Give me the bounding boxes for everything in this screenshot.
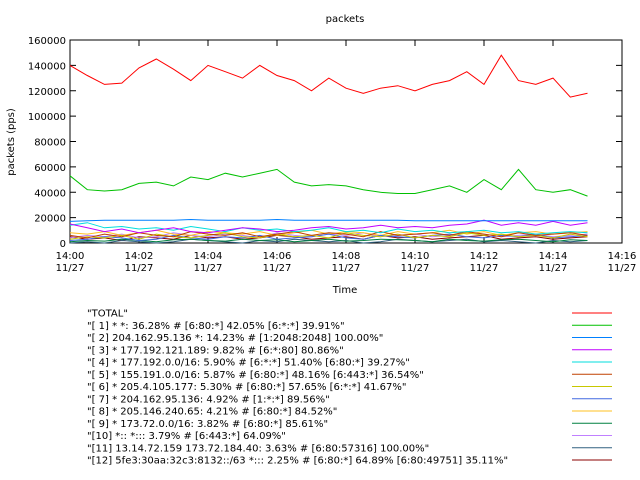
legend-label: "[ 2] 204.162.95.136 *: 14.23% # [1:2048…	[87, 333, 383, 344]
series-line	[69, 219, 588, 234]
x-tick-date: 11/27	[539, 263, 568, 274]
y-tick-label: 140000	[28, 61, 66, 72]
y-tick-label: 40000	[34, 188, 66, 199]
series-line	[69, 233, 588, 242]
series-line	[69, 238, 588, 243]
y-tick-label: 160000	[28, 36, 66, 47]
x-tick-label: 14:12	[470, 251, 499, 262]
series-line	[69, 218, 588, 222]
y-tick-label: 20000	[34, 214, 66, 225]
x-tick-label: 14:16	[608, 251, 637, 262]
legend-label: "[ 7] * 204.162.95.136: 4.92% # [1:*:*] …	[87, 394, 330, 405]
y-tick-label: 60000	[34, 163, 66, 174]
x-tick-label: 14:02	[125, 251, 154, 262]
series-line	[69, 54, 588, 98]
legend-label: "[ 9] * 173.72.0.0/16: 3.82% # [6:80:*] …	[87, 419, 328, 430]
legend-label: "[11] 13.14.72.159 173.72.184.40: 3.63% …	[87, 443, 429, 454]
y-tick-label: 120000	[28, 87, 66, 98]
x-tick-date: 11/27	[56, 263, 85, 274]
y-tick-label: 100000	[28, 112, 66, 123]
x-tick-date: 11/27	[194, 263, 223, 274]
x-tick-date: 11/27	[470, 263, 499, 274]
series-line	[69, 231, 588, 239]
x-tick-label: 14:00	[56, 251, 85, 262]
x-tick-date: 11/27	[263, 263, 292, 274]
chart-title: packets	[326, 14, 365, 25]
legend-label: "[ 4] * 177.192.0.0/16: 5.90% # [6:*:*] …	[87, 358, 410, 369]
series-line	[69, 222, 588, 235]
x-tick-label: 14:08	[332, 251, 361, 262]
legend-label: "[10] *:: *::: 3.79% # [6:443:*] 64.09%"	[87, 431, 286, 442]
legend-label: "[ 8] * 205.146.240.65: 4.21% # [6:80:*]…	[87, 407, 337, 418]
x-tick-label: 14:14	[539, 251, 568, 262]
series-line	[69, 168, 588, 197]
y-tick-label: 0	[60, 239, 66, 250]
series-line	[69, 238, 588, 244]
x-tick-label: 14:06	[263, 251, 292, 262]
y-axis-label: packets (pps)	[6, 108, 17, 176]
legend-label: "[ 3] * 177.192.121.189: 9.82% # [6:*:80…	[87, 345, 344, 356]
legend-label: "[ 5] * 155.191.0.0/16: 5.87% # [6:80:*]…	[87, 370, 424, 381]
x-tick-date: 11/27	[608, 263, 637, 274]
legend-label: "[ 1] * *: 36.28% # [6:80:*] 42.05% [6:*…	[87, 321, 345, 332]
x-tick-label: 14:10	[401, 251, 430, 262]
x-axis-label: Time	[332, 285, 357, 296]
y-tick-label: 80000	[34, 138, 66, 149]
series-line	[69, 232, 588, 240]
x-tick-label: 14:04	[194, 251, 223, 262]
legend-label: "[12] 5fe3:30aa:32c3:8132::/63 *::: 2.25…	[87, 456, 508, 467]
x-tick-date: 11/27	[332, 263, 361, 274]
x-tick-date: 11/27	[125, 263, 154, 274]
legend-label: "TOTAL"	[87, 309, 128, 320]
x-tick-date: 11/27	[401, 263, 430, 274]
legend-label: "[ 6] * 205.4.105.177: 5.30% # [6:80:*] …	[87, 382, 406, 393]
